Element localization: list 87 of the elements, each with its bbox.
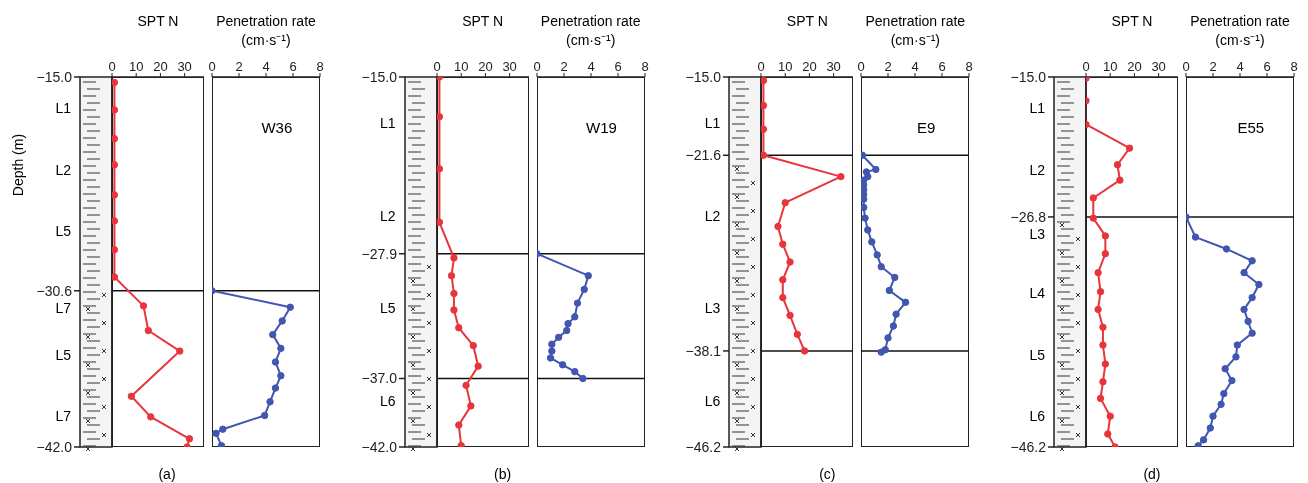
text: L1 [1028, 98, 1045, 117]
x-tick-label: 10 [778, 59, 793, 74]
text: L5 [54, 222, 71, 241]
y-tick-label: −30.6 [36, 282, 73, 299]
x-tick-label: 30 [502, 59, 517, 74]
y-axis-title: Depth (m) [10, 132, 26, 199]
text: (a) [158, 466, 176, 482]
text: L3 [1028, 224, 1045, 243]
x-tick-label: 20 [153, 59, 168, 74]
text: L6 [703, 391, 721, 410]
y-tick-label: −37.0 [361, 370, 397, 387]
x-tick-label: 2 [235, 59, 243, 74]
text: L5 [1028, 345, 1045, 364]
text: L2 [379, 206, 396, 225]
y-tick-label: −26.8 [1010, 208, 1047, 225]
chart-title: Penetration rate (cm·s⁻¹) [864, 12, 967, 50]
y-tick-label: −15.0 [36, 69, 73, 85]
y-tick-label: −38.1 [685, 342, 722, 359]
x-tick-label: 6 [614, 59, 622, 74]
y-tick-label: −42.0 [36, 439, 73, 455]
x-tick-label: 0 [533, 59, 541, 74]
chart-title: SPT N [1110, 12, 1154, 31]
text: (d) [1143, 466, 1161, 482]
x-tick-label: 2 [560, 59, 568, 74]
x-tick-label: 6 [1263, 59, 1271, 74]
chart-title: SPT N [785, 12, 829, 31]
x-tick-label: 20 [477, 59, 493, 74]
x-tick-label: 8 [965, 59, 973, 74]
text: L6 [379, 391, 396, 410]
y-tick-label: −15.0 [1010, 69, 1047, 85]
x-tick-label: 4 [587, 59, 595, 74]
y-tick-label: −46.2 [1010, 439, 1047, 455]
text: (b) [494, 466, 512, 482]
y-tick-label: −27.9 [361, 245, 397, 262]
chart-title: Penetration rate (cm·s⁻¹) [539, 12, 642, 50]
text: L4 [1028, 283, 1045, 302]
y-tick-label: −42.0 [361, 439, 397, 455]
annotation: E9 [915, 119, 937, 136]
x-tick-label: 6 [289, 59, 297, 74]
x-tick-label: 4 [911, 59, 919, 74]
annotation: W19 [585, 119, 618, 136]
text: L5 [379, 299, 396, 318]
chart-title: SPT N [461, 12, 505, 31]
y-tick-label: −46.2 [685, 439, 722, 455]
x-tick-label: 8 [641, 59, 649, 74]
x-tick-label: 8 [316, 59, 324, 74]
x-tick-label: 0 [757, 59, 765, 74]
text: L6 [1028, 407, 1045, 426]
text: L3 [703, 299, 721, 318]
text: L1 [379, 114, 396, 133]
text: L2 [703, 206, 721, 225]
chart-title: Penetration rate (cm·s⁻¹) [1189, 12, 1291, 50]
text: L7 [54, 298, 71, 317]
x-tick-label: 10 [453, 59, 469, 74]
text: L7 [54, 407, 71, 426]
x-tick-label: 2 [1209, 59, 1217, 74]
text: L2 [1028, 160, 1045, 179]
x-tick-label: 30 [177, 59, 192, 74]
x-tick-label: 30 [1151, 59, 1166, 74]
x-tick-label: 30 [826, 59, 842, 74]
annotation: E55 [1236, 119, 1266, 136]
text: L1 [54, 98, 71, 117]
y-tick-label: −21.6 [685, 147, 722, 164]
annotation: W36 [260, 119, 294, 136]
x-tick-label: 10 [1102, 59, 1118, 74]
x-tick-label: 10 [128, 59, 144, 74]
x-tick-label: 2 [884, 59, 892, 74]
x-tick-label: 0 [857, 59, 865, 74]
text: L2 [54, 160, 71, 179]
y-tick-label: −15.0 [685, 69, 722, 85]
x-tick-label: 0 [1182, 59, 1190, 74]
y-tick-label: −15.0 [361, 69, 397, 85]
x-tick-label: 0 [433, 59, 441, 74]
x-tick-label: 4 [262, 59, 270, 74]
chart-title: Penetration rate (cm·s⁻¹) [215, 12, 317, 50]
x-tick-label: 0 [108, 59, 116, 74]
x-tick-label: 8 [1290, 59, 1298, 74]
text: L1 [703, 114, 721, 133]
x-tick-label: 20 [802, 59, 817, 74]
x-tick-label: 0 [208, 59, 216, 74]
x-tick-label: 6 [938, 59, 946, 74]
text: L5 [54, 345, 71, 364]
x-tick-label: 4 [1236, 59, 1244, 74]
text: (c) [819, 466, 836, 482]
x-tick-label: 0 [1082, 59, 1090, 74]
chart-title: SPT N [136, 12, 180, 31]
x-tick-label: 20 [1127, 59, 1142, 74]
